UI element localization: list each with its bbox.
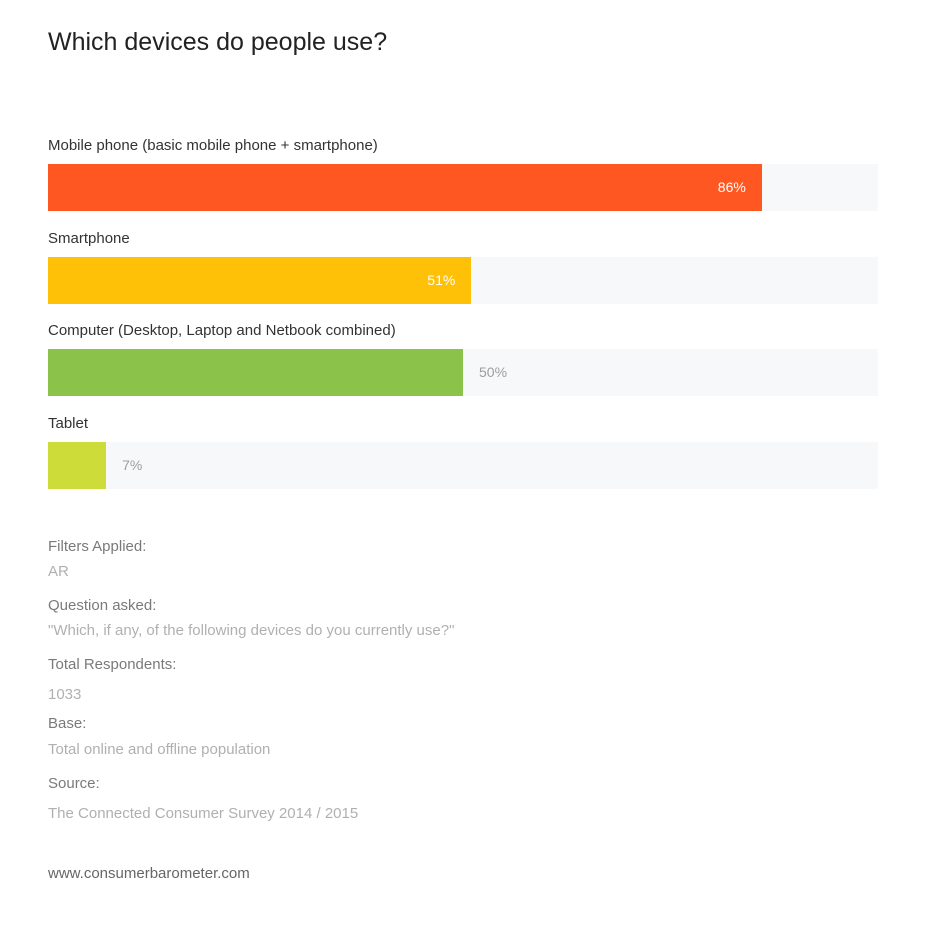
category-label: Computer (Desktop, Laptop and Netbook co… (48, 322, 396, 339)
bar-track: 86% (48, 164, 878, 211)
value-label: 51% (427, 271, 456, 288)
respondents-label: Total Respondents: (48, 656, 177, 673)
bar-track: 50% (48, 349, 878, 396)
value-label: 50% (479, 364, 508, 380)
bar-chart: Mobile phone (basic mobile phone + smart… (48, 135, 878, 505)
category-label: Mobile phone (basic mobile phone + smart… (48, 137, 378, 154)
value-label: 86% (717, 179, 746, 195)
bar-row: Computer (Desktop, Laptop and Netbook co… (48, 320, 878, 413)
bar (48, 441, 107, 489)
respondents-value: 1033 (48, 686, 82, 703)
bar (48, 256, 472, 304)
base-label: Base: (48, 715, 87, 732)
chart-title: Which devices do people use? (48, 28, 388, 56)
question-label: Question asked: (48, 597, 157, 614)
category-label: Tablet (48, 414, 89, 432)
bar-track: 51% (48, 256, 878, 304)
footer-url: www.consumerbarometer.com (48, 865, 250, 882)
category-label: Smartphone (48, 229, 130, 247)
bar (48, 164, 762, 211)
bar-row: Smartphone 51% (48, 228, 878, 321)
bar-row: Tablet 7% (48, 413, 878, 506)
question-value: "Which, if any, of the following devices… (48, 622, 455, 639)
filters-value: AR (48, 563, 69, 580)
base-value: Total online and offline population (48, 741, 271, 758)
filters-label: Filters Applied: (48, 538, 147, 555)
bar-track: 7% (48, 441, 878, 489)
value-label: 7% (122, 456, 143, 473)
bar-row: Mobile phone (basic mobile phone + smart… (48, 135, 878, 228)
source-label: Source: (48, 775, 100, 792)
source-value: The Connected Consumer Survey 2014 / 201… (48, 805, 359, 822)
bar (48, 349, 463, 396)
